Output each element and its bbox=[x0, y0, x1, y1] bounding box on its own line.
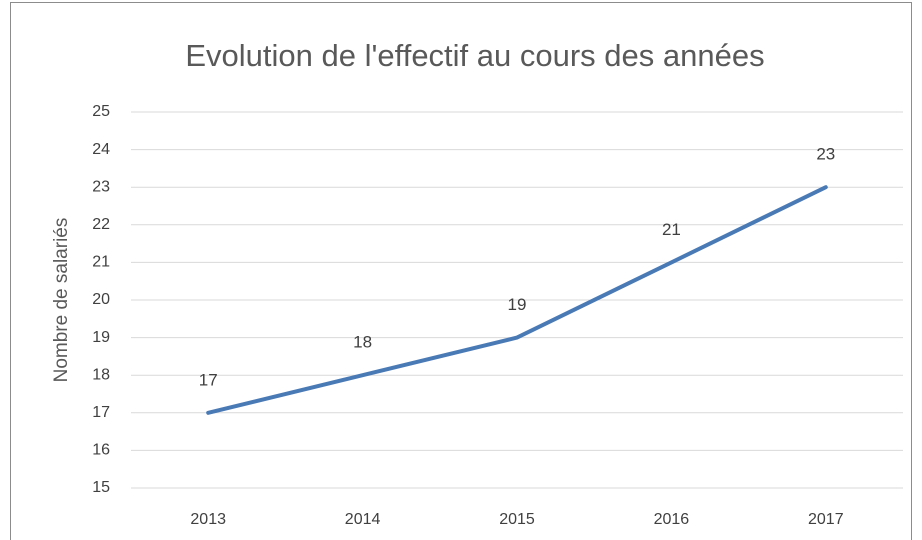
y-axis-label: Nombre de salariés bbox=[51, 218, 72, 383]
chart-title: Evolution de l'effectif au cours des ann… bbox=[185, 38, 764, 73]
y-tick-label: 19 bbox=[92, 329, 110, 346]
y-tick-label: 17 bbox=[92, 404, 110, 421]
y-tick-label: 20 bbox=[92, 291, 110, 308]
x-tick-label: 2014 bbox=[345, 511, 381, 528]
x-tick-label: 2017 bbox=[808, 511, 844, 528]
y-tick-label: 15 bbox=[92, 479, 110, 496]
data-label: 19 bbox=[508, 295, 527, 314]
x-tick-label: 2016 bbox=[654, 511, 690, 528]
y-tick-label: 16 bbox=[92, 442, 110, 459]
y-tick-label: 24 bbox=[92, 141, 110, 158]
y-tick-label: 21 bbox=[92, 254, 110, 271]
y-tick-label: 18 bbox=[92, 366, 110, 383]
series-line bbox=[206, 185, 828, 415]
chart-border bbox=[10, 2, 912, 540]
data-label: 17 bbox=[199, 370, 218, 389]
data-label: 18 bbox=[353, 333, 372, 352]
y-tick-label: 25 bbox=[92, 103, 110, 120]
x-tick-label: 2015 bbox=[499, 511, 535, 528]
data-label: 23 bbox=[816, 145, 835, 164]
y-tick-label: 23 bbox=[92, 178, 110, 195]
y-tick-label: 22 bbox=[92, 216, 110, 233]
data-label: 21 bbox=[662, 220, 681, 239]
x-tick-label: 2013 bbox=[190, 511, 226, 528]
